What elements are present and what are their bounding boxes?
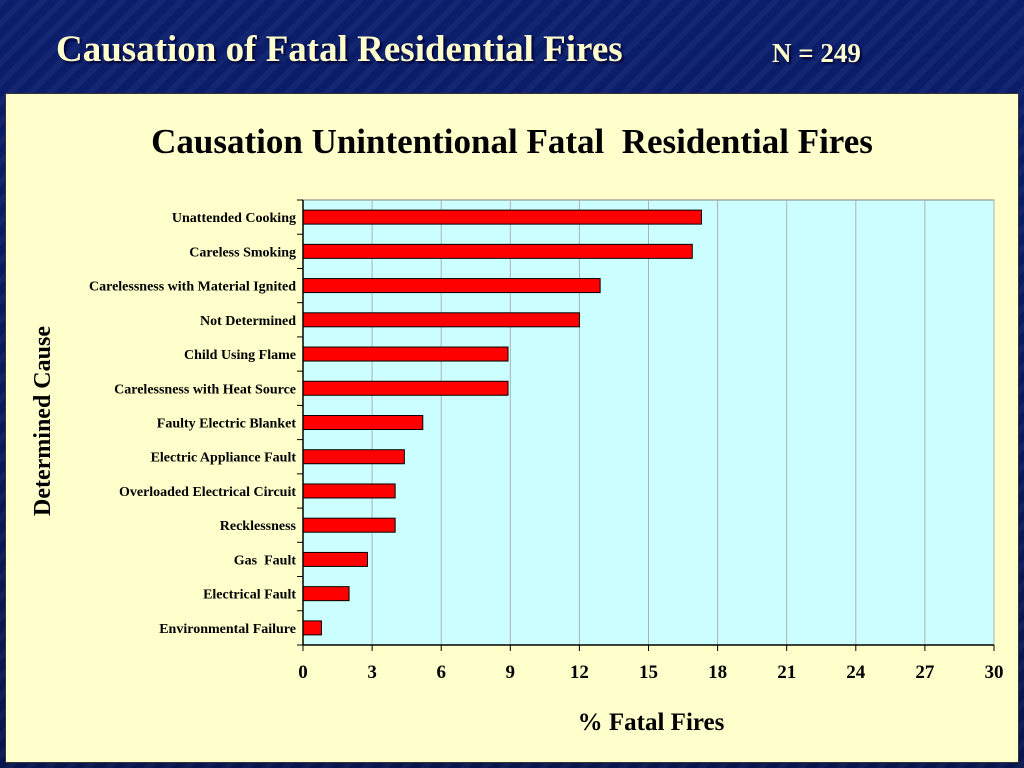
category-label-4: Child Using Flame bbox=[184, 348, 296, 363]
x-tick-label-10: 30 bbox=[985, 662, 1004, 683]
x-tick-label-5: 15 bbox=[639, 662, 658, 683]
bar-12 bbox=[302, 620, 322, 636]
x-tick-label-2: 6 bbox=[436, 662, 446, 683]
x-axis-title: % Fatal Fires bbox=[578, 709, 725, 736]
x-tick-label-1: 3 bbox=[367, 662, 377, 683]
bar-5 bbox=[302, 380, 509, 396]
bar-7 bbox=[302, 449, 405, 465]
category-label-11: Electrical Fault bbox=[203, 588, 296, 603]
x-tick-label-8: 24 bbox=[846, 662, 866, 683]
bar-9 bbox=[302, 517, 396, 533]
x-tick-label-6: 18 bbox=[708, 662, 727, 683]
x-tick-label-9: 27 bbox=[915, 662, 935, 683]
bar-8 bbox=[302, 483, 396, 499]
category-label-6: Faulty Electric Blanket bbox=[157, 417, 297, 432]
x-tick-label-7: 21 bbox=[777, 662, 796, 683]
x-tick-label-0: 0 bbox=[298, 662, 308, 683]
bar-2 bbox=[302, 278, 601, 294]
x-tick-label-3: 9 bbox=[506, 662, 516, 683]
sample-size-label: N = 249 bbox=[772, 38, 861, 68]
category-label-7: Electric Appliance Fault bbox=[151, 451, 297, 466]
chart-title: Causation Unintentional Fatal Residentia… bbox=[151, 122, 873, 161]
category-label-2: Carelessness with Material Ignited bbox=[89, 280, 296, 295]
y-axis-title: Determined Cause bbox=[30, 326, 56, 516]
category-label-9: Recklessness bbox=[220, 519, 297, 534]
category-label-8: Overloaded Electrical Circuit bbox=[119, 485, 296, 500]
bar-chart: Causation Unintentional Fatal Residentia… bbox=[30, 122, 1004, 736]
slide-title: Causation of Fatal Residential Fires bbox=[56, 29, 623, 70]
category-label-3: Not Determined bbox=[200, 314, 296, 329]
bar-1 bbox=[302, 243, 693, 259]
category-label-0: Unattended Cooking bbox=[172, 211, 296, 226]
bar-11 bbox=[302, 586, 350, 602]
x-tick-label-4: 12 bbox=[570, 662, 589, 683]
category-label-12: Environmental Failure bbox=[159, 622, 296, 637]
category-label-5: Carelessness with Heat Source bbox=[114, 382, 296, 397]
category-label-10: Gas Fault bbox=[234, 553, 297, 568]
category-label-1: Careless Smoking bbox=[189, 245, 296, 260]
bar-10 bbox=[302, 551, 368, 567]
bar-3 bbox=[302, 312, 580, 328]
bar-4 bbox=[302, 346, 509, 362]
chart-panel: Causation Unintentional Fatal Residentia… bbox=[5, 93, 1019, 763]
bar-6 bbox=[302, 415, 424, 430]
bar-0 bbox=[302, 209, 702, 225]
